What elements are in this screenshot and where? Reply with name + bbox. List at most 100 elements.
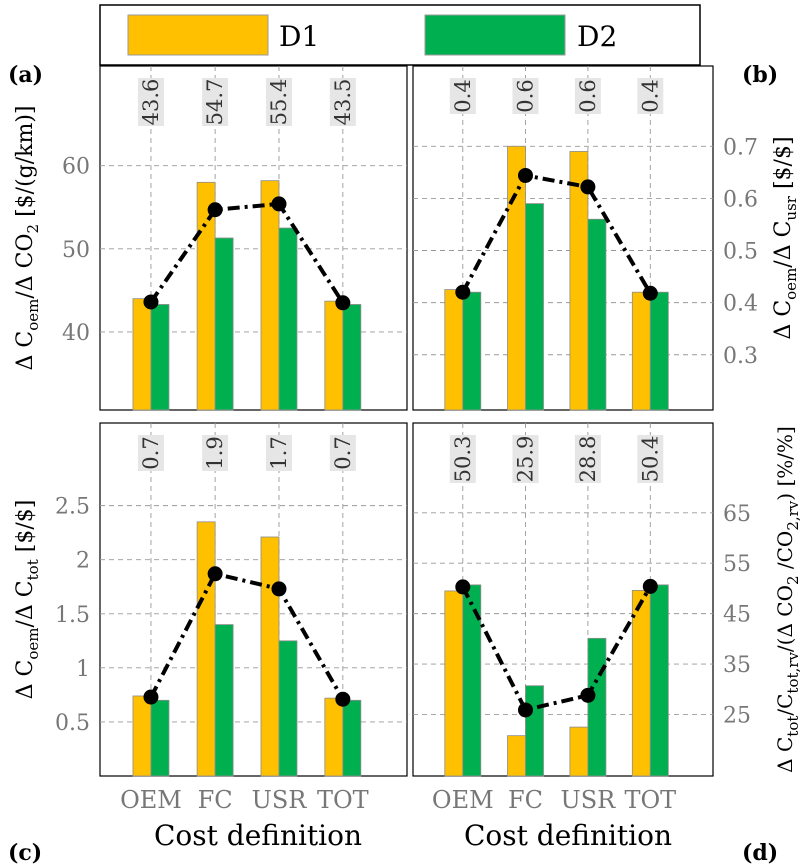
y-tick-label: 40 [62, 321, 90, 346]
y-axis-title-part: [$/(g/km)] [13, 106, 38, 224]
data-label-box [137, 78, 164, 126]
x-tick-label: USR [252, 786, 308, 814]
bar-d2 [462, 584, 482, 777]
bar-d1 [444, 289, 464, 411]
y-axis-title-part: Δ C [771, 300, 796, 340]
bar-d2 [525, 685, 544, 777]
x-axis-title-right: Cost definition [464, 819, 672, 852]
line-point [207, 566, 223, 582]
bar-d2 [342, 304, 362, 411]
bar-d1 [132, 695, 152, 777]
bar-d2 [278, 640, 298, 777]
y-tick-label: 0.5 [55, 711, 90, 736]
y-axis-title-part: Δ C [13, 331, 38, 371]
bar-d2 [150, 699, 170, 777]
series-line [461, 173, 653, 295]
y-axis-title-part: /(Δ CO [773, 585, 797, 652]
bar-d2 [462, 291, 482, 411]
legend: D1 D2 [99, 4, 701, 66]
data-label: 28.8 [576, 436, 600, 483]
data-label-box [574, 435, 601, 483]
x-tick-label: USR [561, 786, 617, 814]
bar-d2 [342, 699, 362, 777]
data-label-box [637, 78, 664, 114]
bar-d2 [150, 304, 170, 411]
line-point [143, 294, 159, 310]
bar-d2 [587, 637, 607, 777]
bar-d2 [525, 203, 544, 411]
legend-swatch-d2 [424, 14, 566, 56]
line-point [455, 579, 471, 595]
bar-d2 [649, 291, 669, 411]
line-point [335, 691, 351, 707]
y-axis-title-part: Δ C [13, 660, 38, 700]
bar-d1 [569, 726, 589, 777]
y-axis-title-part: /Δ CO [13, 233, 38, 298]
y-tick-label: 35 [723, 653, 751, 678]
panel-label-b: (b) [742, 62, 778, 88]
y-axis-title-part: ) [%/%] [773, 426, 797, 501]
x-tick-label: TOT [317, 786, 369, 814]
data-label-box [329, 435, 356, 471]
data-label-box [637, 435, 664, 483]
y-axis-title-part: /Δ C [13, 580, 38, 627]
line-point [580, 687, 596, 703]
y-axis-title-part: /Δ C [771, 221, 796, 268]
panel-c: 0.5 1 1.5 2 2.5 0.7 1.9 1.7 0.7 OEM FC USR TOT Δ Coem… [13, 422, 408, 814]
y-tick-label: 0.5 [723, 240, 758, 265]
y-axis-title: Δ Coem/Δ CO2 [$/(g/km)] [13, 106, 42, 371]
bar-d2 [587, 218, 607, 411]
y-axis-title-subscript: tot [24, 559, 42, 580]
data-label: 0.4 [451, 79, 475, 112]
line-point [518, 702, 533, 718]
y-axis-title-subscript: oem [24, 627, 42, 659]
y-axis-title-part: [$/$] [13, 500, 38, 560]
y-axis-title-part: /CO [773, 531, 797, 576]
y-axis-title-part: Δ C [773, 737, 797, 773]
bar-d1 [444, 590, 464, 777]
line-point [642, 578, 658, 594]
data-label-box [449, 78, 476, 114]
legend-label-d1: D1 [279, 20, 319, 53]
data-label-box [265, 78, 292, 126]
data-label: 1.7 [267, 436, 291, 469]
y-axis-title: Δ Ctot/Ctot,rv/(Δ CO2 /CO2,rv) [%/%] [773, 426, 800, 773]
data-label: 25.9 [514, 436, 538, 483]
data-label: 50.3 [451, 436, 475, 483]
y-axis-title-subscript: oem [24, 299, 42, 331]
bar-d2 [214, 624, 234, 777]
x-axis-title-left: Cost definition [154, 819, 362, 852]
data-label: 0.6 [514, 79, 538, 112]
data-label: 0.4 [638, 79, 662, 112]
line-point [207, 202, 223, 218]
bar-d1 [324, 300, 344, 411]
data-label-box [265, 435, 292, 471]
x-tick-label: TOT [624, 786, 676, 814]
y-tick-label: 0.3 [723, 344, 758, 369]
bar-d2 [649, 584, 669, 777]
y-axis-title-subscript: 2,rv [784, 500, 800, 530]
data-label: 0.7 [139, 436, 163, 469]
bar-d1 [631, 291, 651, 411]
series-line [461, 585, 653, 712]
y-axis-title: Δ Coem/Δ Cusr [$/$] [771, 136, 800, 339]
y-tick-label: 60 [62, 155, 90, 180]
panel-label-c: (c) [8, 840, 42, 866]
y-tick-label: 65 [723, 502, 751, 527]
y-axis-title-subscript: 2 [784, 575, 800, 585]
y-tick-label: 55 [723, 552, 751, 577]
x-tick-label: OEM [432, 786, 494, 814]
y-axis-title-subscript: tot [784, 716, 800, 737]
y-tick-label: 0.6 [723, 187, 758, 212]
y-tick-label: 0.7 [723, 135, 758, 160]
data-label-box [202, 78, 229, 126]
data-label: 50.4 [638, 436, 662, 483]
y-tick-label: 2 [76, 549, 90, 574]
line-point [143, 689, 159, 705]
y-axis-title-part: [$/$] [771, 136, 796, 196]
line-point [518, 167, 533, 183]
y-axis-title-subscript: oem [782, 268, 800, 300]
line-point [271, 196, 287, 212]
data-label: 1.9 [203, 436, 227, 469]
y-axis-title-subscript: 2 [24, 224, 42, 234]
